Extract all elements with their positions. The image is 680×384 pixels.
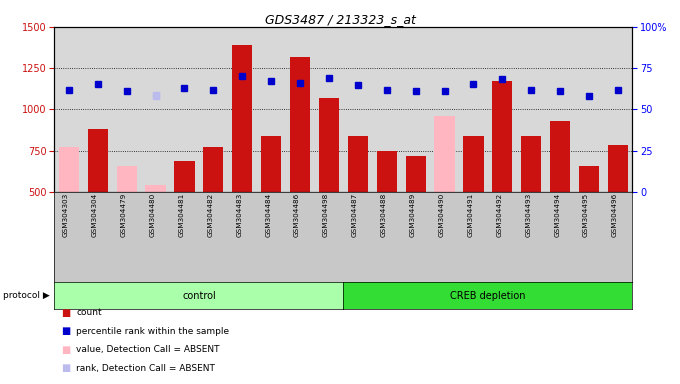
Text: value, Detection Call = ABSENT: value, Detection Call = ABSENT bbox=[76, 345, 220, 354]
Bar bbox=[174, 161, 194, 192]
Bar bbox=[377, 151, 397, 192]
Text: GSM304479: GSM304479 bbox=[120, 193, 126, 237]
Bar bbox=[435, 116, 455, 192]
Text: GSM304481: GSM304481 bbox=[178, 193, 184, 237]
Text: GSM304494: GSM304494 bbox=[554, 193, 560, 237]
Text: ■: ■ bbox=[61, 326, 71, 336]
Text: protocol ▶: protocol ▶ bbox=[3, 291, 50, 300]
Bar bbox=[232, 45, 252, 192]
Text: GSM304486: GSM304486 bbox=[294, 193, 300, 237]
Text: GSM304496: GSM304496 bbox=[612, 193, 618, 237]
Text: GSM304491: GSM304491 bbox=[467, 193, 473, 237]
Text: GSM304492: GSM304492 bbox=[496, 193, 503, 237]
Text: GSM304498: GSM304498 bbox=[323, 193, 329, 237]
Text: GSM304490: GSM304490 bbox=[439, 193, 445, 237]
Bar bbox=[463, 136, 483, 192]
Text: GSM304487: GSM304487 bbox=[352, 193, 358, 237]
Bar bbox=[116, 166, 137, 192]
Text: count: count bbox=[76, 308, 102, 318]
Text: percentile rank within the sample: percentile rank within the sample bbox=[76, 327, 229, 336]
Bar bbox=[579, 166, 599, 192]
Text: GSM304493: GSM304493 bbox=[525, 193, 531, 237]
Text: GSM304489: GSM304489 bbox=[409, 193, 415, 237]
Text: GSM304482: GSM304482 bbox=[207, 193, 214, 237]
Text: rank, Detection Call = ABSENT: rank, Detection Call = ABSENT bbox=[76, 364, 215, 373]
Text: GSM304488: GSM304488 bbox=[381, 193, 387, 237]
Bar bbox=[58, 147, 79, 192]
Text: CREB depletion: CREB depletion bbox=[450, 291, 526, 301]
Text: GSM304495: GSM304495 bbox=[583, 193, 589, 237]
Text: control: control bbox=[182, 291, 216, 301]
Bar bbox=[88, 129, 108, 192]
Text: GSM304484: GSM304484 bbox=[265, 193, 271, 237]
Bar bbox=[290, 56, 310, 192]
Text: ■: ■ bbox=[61, 345, 71, 355]
Text: GDS3487 / 213323_s_at: GDS3487 / 213323_s_at bbox=[265, 13, 415, 26]
Text: GSM304304: GSM304304 bbox=[92, 193, 98, 237]
Text: GSM304483: GSM304483 bbox=[236, 193, 242, 237]
Bar bbox=[203, 147, 224, 192]
Bar bbox=[319, 98, 339, 192]
Bar bbox=[146, 185, 166, 192]
Bar bbox=[347, 136, 368, 192]
Text: GSM304480: GSM304480 bbox=[150, 193, 156, 237]
Text: GSM304303: GSM304303 bbox=[63, 193, 69, 237]
Bar bbox=[405, 156, 426, 192]
Bar bbox=[261, 136, 282, 192]
Text: ■: ■ bbox=[61, 363, 71, 373]
Bar bbox=[492, 81, 513, 192]
Text: ■: ■ bbox=[61, 308, 71, 318]
Bar bbox=[521, 136, 541, 192]
Bar bbox=[608, 145, 628, 192]
Bar bbox=[550, 121, 571, 192]
